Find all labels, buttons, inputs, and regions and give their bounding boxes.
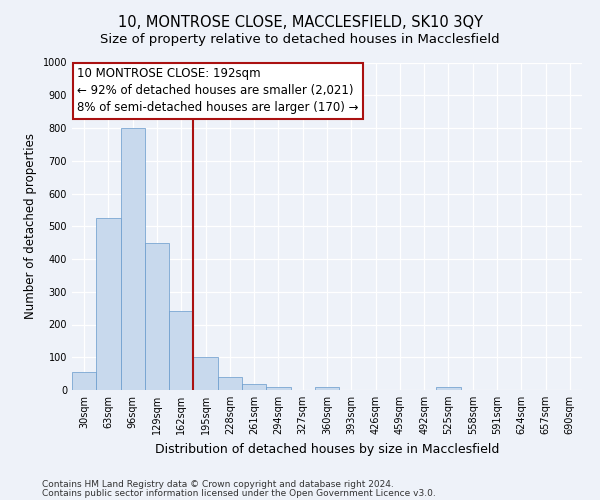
Text: 10, MONTROSE CLOSE, MACCLESFIELD, SK10 3QY: 10, MONTROSE CLOSE, MACCLESFIELD, SK10 3… [118, 15, 482, 30]
Bar [169, 312, 193, 390]
Text: 10 MONTROSE CLOSE: 192sqm
← 92% of detached houses are smaller (2,021)
8% of sem: 10 MONTROSE CLOSE: 192sqm ← 92% of detac… [77, 68, 359, 114]
X-axis label: Distribution of detached houses by size in Macclesfield: Distribution of detached houses by size … [155, 442, 499, 456]
Text: Contains public sector information licensed under the Open Government Licence v3: Contains public sector information licen… [42, 488, 436, 498]
Bar [218, 377, 242, 390]
Bar [96, 218, 121, 390]
Text: Contains HM Land Registry data © Crown copyright and database right 2024.: Contains HM Land Registry data © Crown c… [42, 480, 394, 489]
Y-axis label: Number of detached properties: Number of detached properties [24, 133, 37, 320]
Bar [193, 357, 218, 390]
Bar [72, 372, 96, 390]
Bar [315, 386, 339, 390]
Bar [266, 386, 290, 390]
Bar [436, 386, 461, 390]
Bar [145, 242, 169, 390]
Text: Size of property relative to detached houses in Macclesfield: Size of property relative to detached ho… [100, 32, 500, 46]
Bar [242, 384, 266, 390]
Bar [121, 128, 145, 390]
